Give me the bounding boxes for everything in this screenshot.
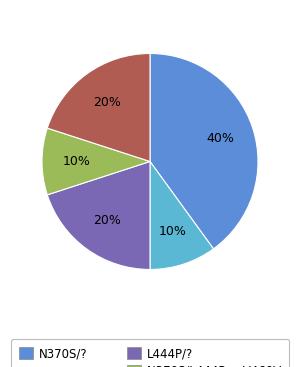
Wedge shape [47,161,150,269]
Text: 20%: 20% [93,214,121,228]
Wedge shape [47,54,150,161]
Text: 10%: 10% [159,225,187,238]
Text: 40%: 40% [206,132,234,145]
Text: 10%: 10% [63,155,91,168]
Wedge shape [150,161,214,269]
Text: 20%: 20% [93,95,121,109]
Legend: N370S/?, , N370S/L444P, L444P/?, N370S/L444P + V460V, ?/?: N370S/?, , N370S/L444P, L444P/?, N370S/L… [11,339,289,367]
Wedge shape [150,54,258,249]
Wedge shape [42,128,150,195]
